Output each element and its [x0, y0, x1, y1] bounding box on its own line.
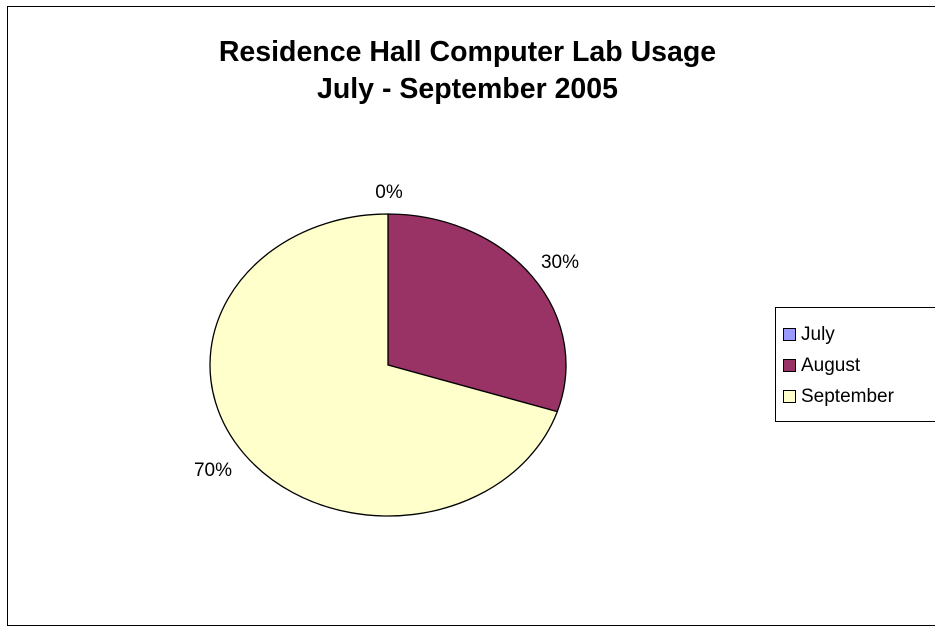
chart-title: Residence Hall Computer Lab Usage July -… [0, 34, 935, 108]
legend-item-july: July [776, 319, 935, 350]
legend-item-august: August [776, 350, 935, 381]
legend-label: August [801, 354, 861, 376]
pie-slice-september [209, 213, 559, 517]
data-label-august: 30% [541, 252, 579, 273]
legend-item-september: September [776, 381, 935, 412]
legend: July August September [775, 307, 935, 422]
pie-slice-august [387, 213, 567, 413]
chart-title-line2: July - September 2005 [317, 73, 618, 105]
pie-chart: 0% 30% 70% [194, 182, 579, 517]
legend-label: September [801, 385, 894, 407]
chart-title-line1: Residence Hall Computer Lab Usage [218, 36, 717, 68]
data-label-july: 0% [375, 182, 403, 203]
data-label-september: 70% [194, 460, 232, 481]
legend-label: July [801, 323, 835, 345]
legend-swatch [783, 328, 796, 341]
legend-swatch [783, 359, 796, 372]
legend-swatch [783, 390, 796, 403]
